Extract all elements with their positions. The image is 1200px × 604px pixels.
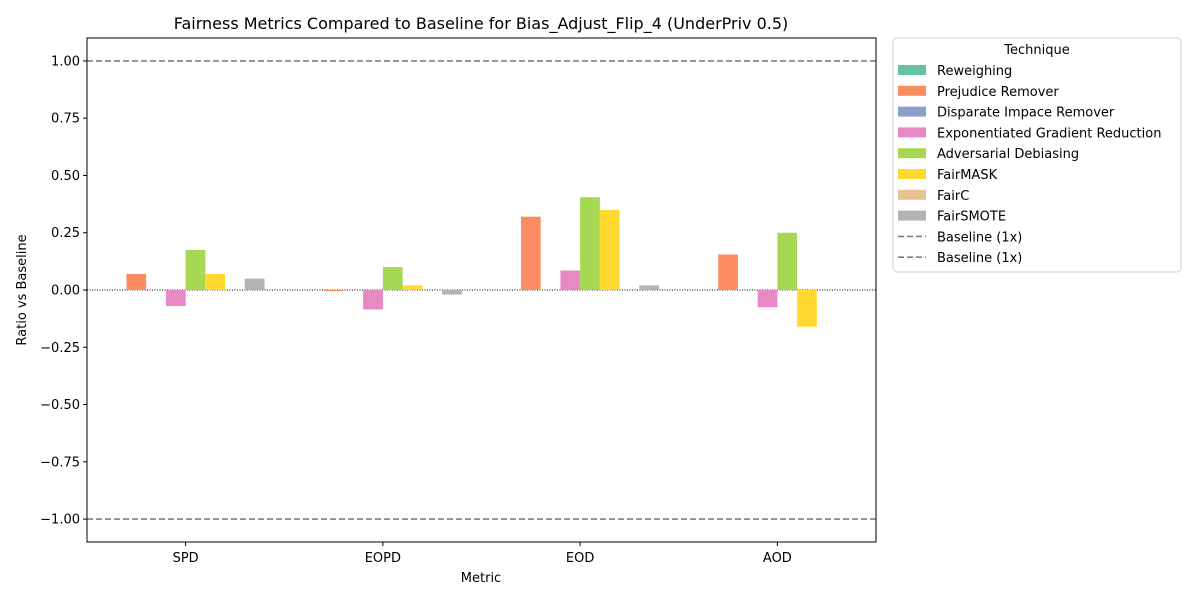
bar — [797, 290, 817, 327]
bar — [639, 285, 660, 290]
y-tick-label: −0.75 — [40, 455, 80, 470]
legend-swatch — [898, 65, 926, 75]
y-tick-label: 0.75 — [51, 112, 80, 127]
bar — [185, 249, 206, 290]
legend-label: Disparate Impace Remover — [937, 106, 1115, 121]
x-tick-label: EOD — [566, 551, 594, 566]
bar — [580, 197, 600, 290]
y-tick-label: 0.50 — [51, 169, 80, 184]
y-tick-label: 0.00 — [51, 284, 80, 299]
legend-label: Reweighing — [937, 64, 1012, 79]
legend-label: Baseline (1x) — [937, 230, 1022, 245]
bar — [777, 232, 798, 290]
legend-swatch — [898, 210, 926, 221]
legend-swatch — [898, 189, 926, 200]
bar — [442, 290, 462, 295]
legend-swatch — [898, 85, 926, 96]
bar — [402, 285, 423, 290]
legend-swatch — [898, 127, 926, 138]
bar — [520, 216, 541, 290]
legend-swatch — [898, 169, 926, 179]
bar — [363, 290, 383, 310]
plot-area: 1.00 0.75 0.50 0.25 0.00 −0.25 −0.50 −0.75 −1.00… — [40, 37, 877, 566]
legend-label: Baseline (1x) — [937, 251, 1022, 266]
x-tick-label: EOPD — [365, 551, 401, 566]
legend-label: FairC — [937, 189, 969, 204]
bar — [718, 254, 738, 290]
legend-label: FairSMOTE — [937, 210, 1006, 225]
bar — [757, 290, 778, 308]
bar — [382, 267, 403, 290]
bar — [244, 278, 265, 290]
y-tick-label: 0.25 — [51, 226, 80, 241]
legend-label: Prejudice Remover — [937, 85, 1059, 100]
bar — [205, 273, 226, 290]
chart-title: Fairness Metrics Compared to Baseline fo… — [174, 14, 789, 34]
legend-swatch — [898, 148, 926, 159]
x-tick-label: SPD — [173, 551, 199, 566]
y-axis-label: Ratio vs Baseline — [15, 234, 30, 345]
legend-label: Adversarial Debiasing — [937, 147, 1079, 162]
y-tick-label: 1.00 — [51, 54, 80, 69]
legend: Technique Reweighing Prejudice Remover Dis… — [892, 37, 1182, 273]
legend-label: Exponentiated Gradient Reduction — [937, 126, 1161, 141]
bar — [323, 290, 344, 292]
bar — [165, 290, 186, 307]
bar — [126, 273, 147, 290]
bar — [560, 270, 581, 290]
legend-title: Technique — [1003, 43, 1069, 58]
legend-frame — [892, 37, 1182, 273]
x-tick-label: AOD — [763, 551, 792, 566]
y-tick-label: −0.25 — [40, 341, 80, 356]
y-tick-label: −1.00 — [40, 513, 80, 528]
x-axis-label: Metric — [461, 571, 501, 586]
bar — [599, 209, 620, 290]
legend-swatch — [898, 106, 926, 117]
legend-label: FairMASK — [937, 168, 998, 183]
y-tick-label: −0.50 — [40, 398, 80, 413]
